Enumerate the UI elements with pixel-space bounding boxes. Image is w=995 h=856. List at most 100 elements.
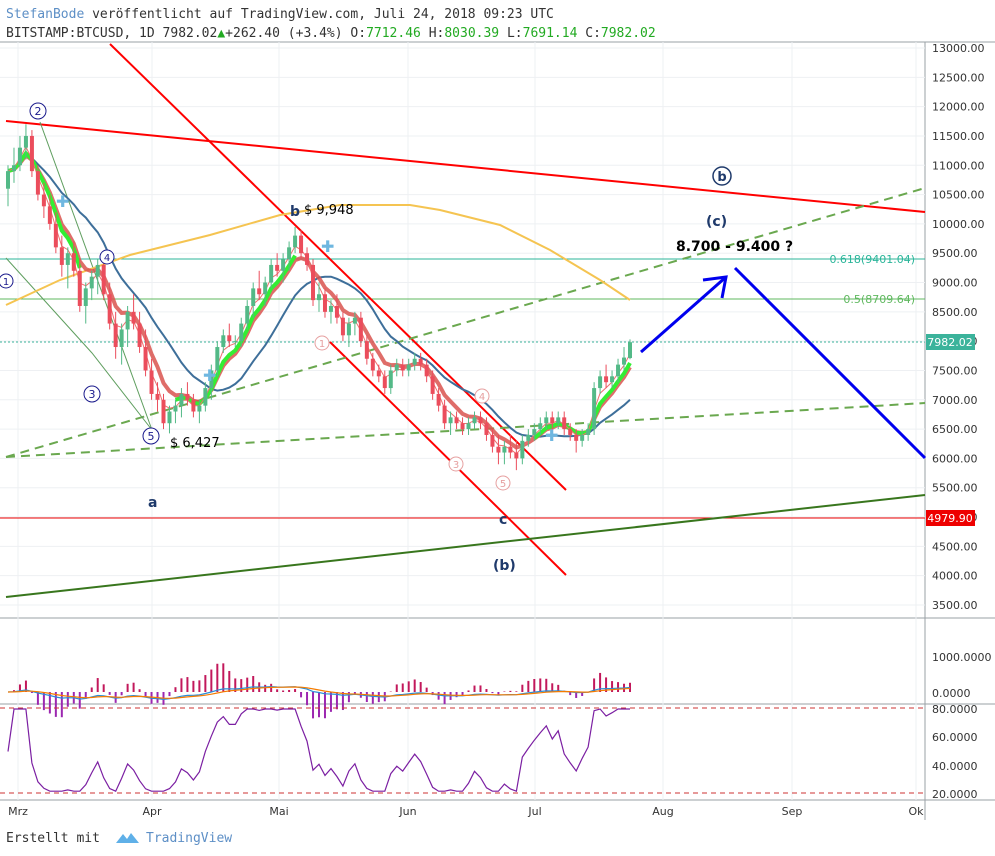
candle [71,241,76,277]
candle [149,358,154,400]
candle [496,434,501,465]
axis-price-tags: 7982.02 4979.90 [926,334,975,526]
up-arrow-line [640,275,727,354]
candle [550,411,555,430]
candle [281,253,286,283]
candle [77,259,82,312]
svg-text:5: 5 [148,430,155,443]
candle [430,370,435,400]
price-tick: 8500.00 [932,306,978,319]
green-dashed-trend-1 [5,187,926,458]
annotations: 0.618(9401.04) 0.5(8709.64) 8.700 - 9.40… [0,102,915,574]
header-line-1: StefanBode veröffentlicht auf TradingVie… [6,7,554,22]
price-tick: 10500.00 [932,189,985,202]
candle [29,130,34,177]
candle [95,259,100,295]
x-tick: Sep [782,805,803,818]
long-green-trendline [5,494,926,598]
wave-3: 3 [83,385,101,403]
price-tick: 6000.00 [932,452,978,465]
candle [562,411,567,435]
svg-text:0.0000: 0.0000 [932,687,971,700]
candle [161,393,166,430]
candle [400,358,405,377]
svg-text:✚: ✚ [321,237,334,256]
candle [622,347,627,371]
candle [221,329,226,353]
footer-brand[interactable]: TradingView [146,831,232,846]
x-tick: Jul [527,805,541,818]
candle [322,288,327,318]
up-arrow-head [702,275,728,299]
price-tick: 12500.00 [932,71,985,84]
candle [257,270,262,301]
candle [388,364,393,394]
header-line-2: BITSTAMP:BTCUSD, 1D 7982.02▲+262.40 (+3.… [6,26,656,41]
price-tick: 7000.00 [932,394,978,407]
svg-text:80.0000: 80.0000 [932,703,978,716]
wave-b-circle-label: b [717,170,726,185]
author: StefanBode [6,7,84,22]
price-tick: 11500.00 [932,130,985,143]
wave-c-paren-label: (c) [706,214,727,230]
wave-1: 1 [0,273,14,289]
subwave-4: 4 [474,388,490,404]
descending-red-line-2 [329,341,567,576]
change: +262.40 (+3.4%) [225,26,342,41]
candle [239,317,244,348]
candle [125,305,130,348]
candle [406,358,411,377]
candle [424,358,429,383]
low-price-label: $ 6,427 [170,436,220,451]
candle [191,393,196,418]
subwave-5: 5 [495,475,511,491]
candle [448,411,453,435]
candle [352,311,357,336]
candle [227,323,232,348]
candle [364,335,369,365]
candle [460,417,465,435]
candle [215,341,220,377]
candle [490,429,495,453]
price-tick: 13000.00 [932,42,985,55]
cross-markers: ✚ ✚ ✚ ✚ [56,192,558,445]
candle [478,411,483,430]
candle [484,417,489,441]
candle [514,440,519,471]
x-tick: Aug [652,805,673,818]
pane-borders [0,41,995,820]
rsi-pane [0,707,925,794]
candle [245,300,250,330]
price-tick: 4500.00 [932,540,978,553]
price-tick: 5500.00 [932,482,978,495]
wave-2: 2 [29,102,47,120]
candle [502,440,507,465]
svg-text:3: 3 [453,460,459,471]
candle [340,311,345,342]
candle [574,429,579,453]
svg-text:40.0000: 40.0000 [932,760,978,773]
last-price: 7982.02 [163,26,218,41]
green-dashed-trend-2 [5,402,926,458]
candle [394,358,399,377]
grid [0,42,925,800]
candle [287,241,292,271]
price-tick: 9500.00 [932,247,978,260]
candle [59,235,64,277]
price-tick: 3500.00 [932,599,978,612]
candle [275,253,280,277]
wave-c-label: c [499,512,507,528]
candle [568,423,573,441]
svg-text:✚: ✚ [56,192,69,211]
candle [35,165,40,201]
candle [544,411,549,430]
svg-text:60.0000: 60.0000 [932,731,978,744]
candle [317,282,321,312]
wave-a-label: a [148,495,157,511]
price-tick: 11000.00 [932,159,985,172]
descending-red-line-1 [109,43,567,491]
support-price-tag: 4979.90 [927,512,973,525]
x-tick: Ok [908,805,924,818]
high-price-label: $ 9,948 [304,203,354,218]
candle [346,317,351,348]
